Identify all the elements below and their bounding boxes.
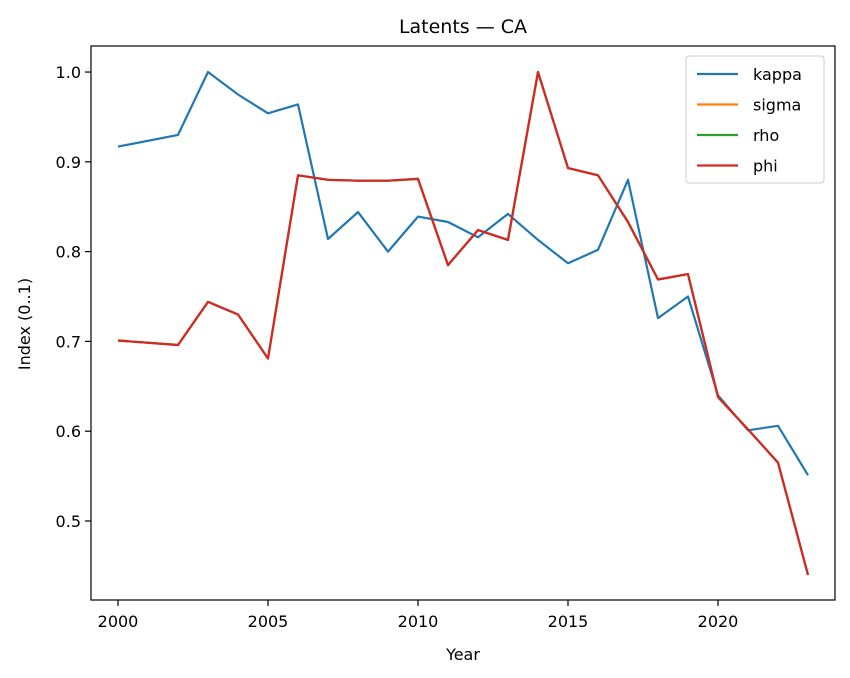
x-tick-label: 2020 xyxy=(698,612,739,631)
plot-area xyxy=(90,45,836,601)
y-tick-label: 0.9 xyxy=(56,153,81,172)
plot-frame xyxy=(90,45,836,601)
legend-box xyxy=(685,55,825,184)
y-tick-label: 0.5 xyxy=(56,512,81,531)
y-tick-label: 1.0 xyxy=(56,63,81,82)
y-axis: 0.5 0.6 0.7 0.8 0.9 1.0 xyxy=(56,63,91,531)
y-tick-label: 0.7 xyxy=(56,332,81,351)
x-tick-label: 2000 xyxy=(98,612,139,631)
y-axis-title: Index (0..1) xyxy=(15,278,34,370)
x-tick-label: 2005 xyxy=(248,612,289,631)
series-line-phi xyxy=(117,70,810,576)
legend-label-rho: rho xyxy=(753,126,779,145)
x-tick-label: 2010 xyxy=(398,612,439,631)
series-layer xyxy=(117,70,810,576)
y-tick-label: 0.8 xyxy=(56,243,81,262)
series-line-kappa xyxy=(117,70,809,476)
legend-label-sigma: sigma xyxy=(753,96,801,115)
legend-label-kappa: kappa xyxy=(753,65,802,84)
y-tick-label: 0.6 xyxy=(56,422,81,441)
legend-label-phi: phi xyxy=(753,157,778,176)
legend: kappa sigma rho phi xyxy=(685,55,825,184)
x-tick-label: 2015 xyxy=(548,612,589,631)
x-axis: 2000 2005 2010 2015 2020 xyxy=(98,600,739,631)
x-axis-title: Year xyxy=(445,645,480,664)
chart-title: Latents — CA xyxy=(399,16,527,38)
